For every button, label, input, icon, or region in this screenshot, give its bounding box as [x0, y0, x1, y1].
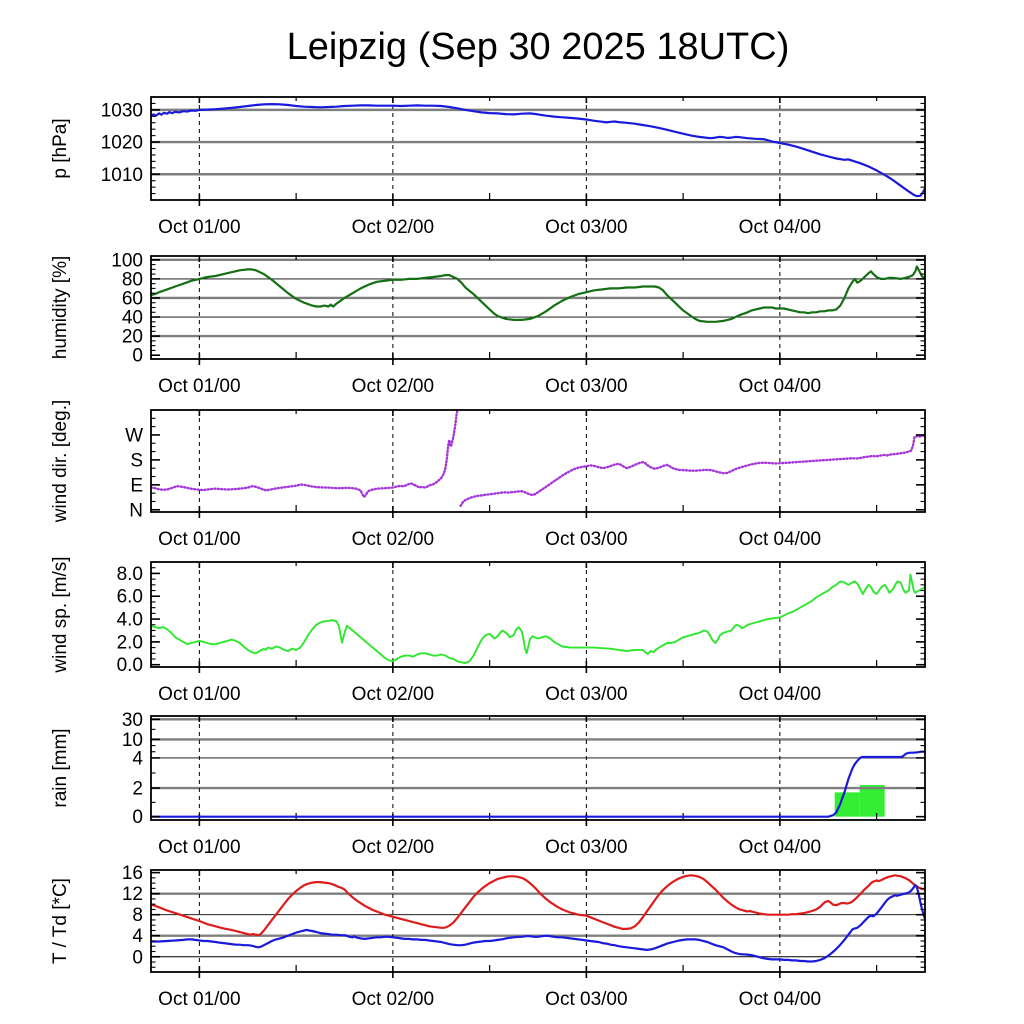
y-tick-label: 20: [122, 327, 143, 348]
x-tick-label: Oct 04/00: [739, 989, 821, 1010]
x-tick-label: Oct 04/00: [739, 837, 821, 858]
series-wind-direction-after-wrap: [459, 434, 925, 508]
rain-bar: [859, 785, 885, 817]
panel-border: [150, 96, 926, 201]
y-axis-label-wind-speed: wind sp. [m/s]: [50, 556, 71, 673]
x-tick-label: Oct 03/00: [545, 217, 627, 238]
chart-title: Leipzig (Sep 30 2025 18UTC): [286, 26, 790, 68]
x-tick-label: Oct 02/00: [352, 529, 434, 550]
x-tick-label: Oct 01/00: [158, 989, 240, 1010]
series-humidity: [151, 265, 925, 323]
y-tick-label: 100: [111, 250, 143, 271]
y-tick-label: 4: [132, 926, 143, 947]
series-rain-accumulated: [151, 750, 925, 818]
x-tick-label: Oct 03/00: [545, 376, 627, 397]
y-tick-label: 10: [122, 730, 143, 751]
y-tick-label: 4: [132, 748, 143, 769]
x-tick-label: Oct 02/00: [352, 837, 434, 858]
y-tick-label: 0: [132, 947, 143, 968]
y-tick-label: E: [130, 475, 143, 496]
x-tick-label: Oct 02/00: [352, 376, 434, 397]
x-tick-label: Oct 01/00: [158, 217, 240, 238]
x-tick-label: Oct 01/00: [158, 529, 240, 550]
panel-pressure: Oct 01/00 Oct 02/00 Oct 03/00 Oct 04/00 1010…: [50, 96, 926, 238]
x-tick-label: Oct 04/00: [739, 217, 821, 238]
panel-border: [150, 561, 926, 668]
y-tick-label: 0: [132, 346, 143, 367]
panel-border: [150, 255, 926, 360]
y-axis-label-temperature: T / Td [*C]: [50, 878, 71, 964]
y-axis-label-humidity: humidity [%]: [50, 256, 71, 359]
y-tick-label: 0.0: [117, 655, 143, 676]
y-axis-label-rain: rain [mm]: [50, 728, 71, 807]
y-axis-label-wind-direction: wind dir. [deg.]: [50, 400, 71, 524]
panel-border: [150, 869, 926, 973]
x-tick-label: Oct 03/00: [545, 989, 627, 1010]
x-tick-label: Oct 01/00: [158, 376, 240, 397]
y-tick-label: 0: [132, 807, 143, 828]
panel-wind-speed: Oct 01/00 Oct 02/00 Oct 03/00 Oct 04/00 0.02…: [50, 556, 926, 705]
rain-bar: [834, 792, 860, 817]
series-dew-point: [151, 884, 925, 963]
y-tick-label: 8: [132, 905, 143, 926]
y-tick-label: 60: [122, 288, 143, 309]
panel-wind-direction: Oct 01/00 Oct 02/00 Oct 03/00 Oct 04/00 NESW…: [50, 400, 926, 550]
series-pressure: [151, 103, 925, 198]
series-wind-direction-before-wrap: [151, 410, 459, 499]
y-tick-label: 30: [122, 710, 143, 731]
series-temperature: [151, 874, 925, 937]
x-tick-label: Oct 02/00: [352, 217, 434, 238]
x-tick-label: Oct 04/00: [739, 529, 821, 550]
x-tick-label: Oct 01/00: [158, 837, 240, 858]
y-tick-label: 6.0: [117, 587, 143, 608]
y-tick-label: 40: [122, 308, 143, 329]
y-tick-label: 2: [132, 779, 143, 800]
panel-rain: Oct 01/00 Oct 02/00 Oct 03/00 Oct 04/00 0 2 41…: [50, 710, 926, 858]
y-axis-label-pressure: p [hPa]: [50, 118, 71, 178]
panel-temperature: Oct 01/00 Oct 02/00 Oct 03/00 Oct 04/000481…: [50, 863, 926, 1010]
x-tick-label: Oct 03/00: [545, 837, 627, 858]
x-tick-label: Oct 03/00: [545, 529, 627, 550]
y-tick-label: 16: [122, 863, 143, 884]
y-tick-label: 1010: [101, 165, 143, 186]
y-tick-label: W: [125, 425, 143, 446]
x-tick-label: Oct 04/00: [739, 376, 821, 397]
y-tick-label: 80: [122, 269, 143, 290]
y-tick-label: 4.0: [117, 610, 143, 631]
y-tick-label: 1020: [101, 133, 143, 154]
x-tick-label: Oct 04/00: [739, 684, 821, 705]
x-tick-label: Oct 02/00: [352, 989, 434, 1010]
panel-border: [150, 715, 926, 821]
panel-humidity: Oct 01/00 Oct 02/00 Oct 03/00 Oct 04/00 0204…: [50, 250, 926, 397]
y-tick-label: 12: [122, 884, 143, 905]
y-tick-label: N: [129, 500, 143, 521]
series-wind-speed: [151, 573, 925, 664]
y-tick-label: 1030: [101, 100, 143, 121]
y-tick-label: S: [130, 450, 143, 471]
panel-border: [150, 409, 926, 513]
x-tick-label: Oct 02/00: [352, 684, 434, 705]
x-tick-label: Oct 03/00: [545, 684, 627, 705]
y-tick-label: 2.0: [117, 632, 143, 653]
y-tick-label: 8.0: [117, 564, 143, 585]
x-tick-label: Oct 01/00: [158, 684, 240, 705]
